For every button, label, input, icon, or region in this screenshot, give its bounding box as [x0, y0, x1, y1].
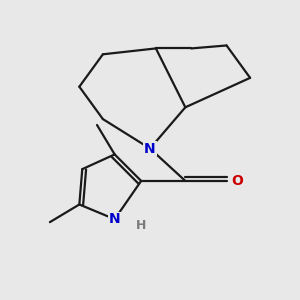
Text: N: N	[109, 212, 121, 226]
Text: N: N	[144, 142, 156, 155]
Text: O: O	[231, 174, 243, 188]
Text: H: H	[136, 219, 146, 232]
